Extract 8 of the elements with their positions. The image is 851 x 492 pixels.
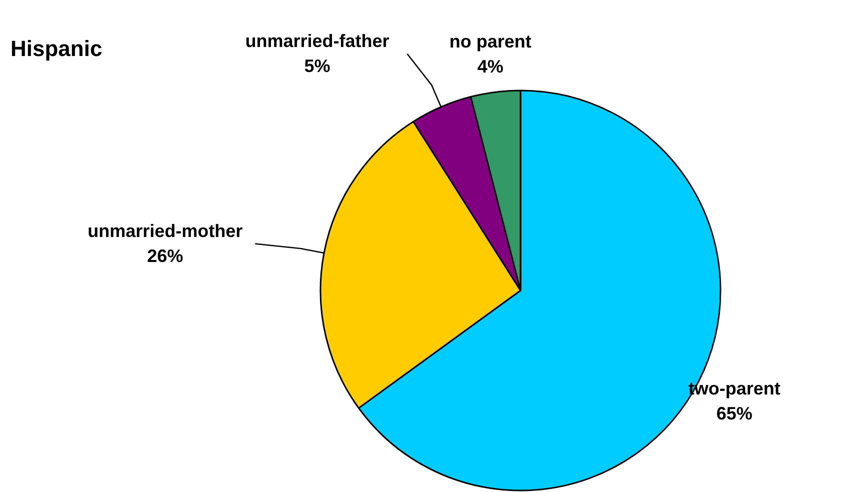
data-label: 65% bbox=[716, 403, 752, 424]
slice-label: unmarried-father bbox=[245, 30, 390, 51]
chart-title: Hispanic bbox=[10, 36, 102, 61]
slice-label: no parent bbox=[449, 31, 532, 52]
data-label: 4% bbox=[477, 56, 504, 76]
slice-label: unmarried-mother bbox=[88, 220, 243, 241]
data-label: 5% bbox=[304, 56, 330, 76]
data-label: 26% bbox=[147, 246, 184, 266]
